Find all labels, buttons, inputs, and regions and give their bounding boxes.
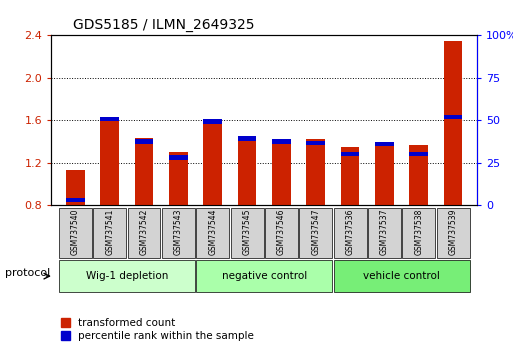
Bar: [66, 198, 85, 202]
Text: GSM737542: GSM737542: [140, 209, 148, 255]
Bar: [66, 170, 85, 205]
FancyBboxPatch shape: [368, 208, 401, 258]
Bar: [134, 139, 153, 144]
Text: GSM737545: GSM737545: [243, 209, 251, 255]
Bar: [134, 138, 153, 205]
Text: GSM737547: GSM737547: [311, 209, 320, 255]
Bar: [203, 119, 222, 124]
Bar: [409, 152, 428, 156]
Bar: [272, 139, 291, 144]
Bar: [272, 139, 291, 205]
Bar: [306, 139, 325, 205]
Bar: [100, 117, 119, 205]
FancyBboxPatch shape: [196, 208, 229, 258]
Legend: transformed count, percentile rank within the sample: transformed count, percentile rank withi…: [56, 314, 259, 345]
FancyBboxPatch shape: [59, 208, 92, 258]
Text: GSM737536: GSM737536: [346, 209, 354, 255]
Text: GSM737537: GSM737537: [380, 209, 389, 255]
Text: vehicle control: vehicle control: [363, 271, 440, 281]
FancyBboxPatch shape: [162, 208, 195, 258]
FancyBboxPatch shape: [299, 208, 332, 258]
FancyBboxPatch shape: [230, 208, 264, 258]
Bar: [100, 117, 119, 121]
Text: GSM737541: GSM737541: [105, 209, 114, 255]
Text: Wig-1 depletion: Wig-1 depletion: [86, 271, 168, 281]
Bar: [238, 136, 256, 205]
Bar: [444, 41, 463, 205]
Text: GSM737544: GSM737544: [208, 209, 217, 255]
FancyBboxPatch shape: [59, 260, 195, 292]
Bar: [375, 142, 394, 205]
FancyBboxPatch shape: [93, 208, 126, 258]
FancyBboxPatch shape: [196, 260, 332, 292]
FancyBboxPatch shape: [128, 208, 161, 258]
Text: GSM737540: GSM737540: [71, 209, 80, 255]
Bar: [238, 136, 256, 141]
FancyBboxPatch shape: [437, 208, 469, 258]
Text: GSM737539: GSM737539: [448, 209, 458, 255]
Text: GSM737538: GSM737538: [414, 209, 423, 255]
Bar: [341, 152, 360, 156]
FancyBboxPatch shape: [265, 208, 298, 258]
Text: GSM737546: GSM737546: [277, 209, 286, 255]
Bar: [306, 141, 325, 145]
Bar: [169, 152, 188, 205]
FancyBboxPatch shape: [333, 260, 469, 292]
Bar: [444, 115, 463, 119]
FancyBboxPatch shape: [333, 208, 366, 258]
Text: GSM737543: GSM737543: [174, 209, 183, 255]
Text: GDS5185 / ILMN_2649325: GDS5185 / ILMN_2649325: [73, 18, 254, 32]
Text: negative control: negative control: [222, 271, 307, 281]
Bar: [375, 142, 394, 146]
Bar: [409, 145, 428, 205]
Bar: [169, 155, 188, 160]
Text: protocol: protocol: [5, 268, 50, 278]
Bar: [341, 147, 360, 205]
FancyBboxPatch shape: [402, 208, 435, 258]
Bar: [203, 122, 222, 205]
